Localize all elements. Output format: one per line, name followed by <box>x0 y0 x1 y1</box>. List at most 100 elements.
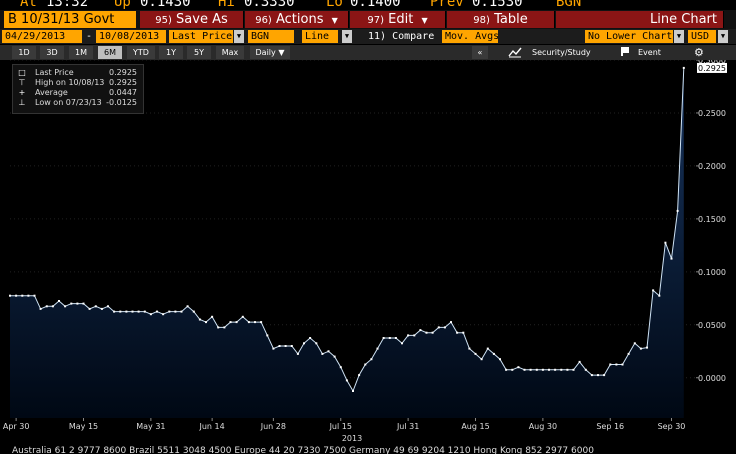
source-label: BGN <box>556 0 582 10</box>
line-chart-icon[interactable] <box>508 46 522 59</box>
price-point <box>658 294 661 297</box>
price-point <box>211 315 214 318</box>
end-date-field[interactable]: 10/08/2013 <box>96 30 166 43</box>
edit-button[interactable]: 97) Edit ▼ <box>350 11 446 28</box>
price-point <box>603 374 606 377</box>
price-point <box>266 334 269 337</box>
price-point <box>382 337 385 339</box>
price-point <box>174 310 177 313</box>
price-point <box>119 310 122 313</box>
price-point <box>413 334 416 337</box>
price-point <box>541 368 544 371</box>
line-chart-title[interactable]: Line Chart <box>556 11 724 28</box>
options-bar: 04/29/2013 - 10/08/2013 Last Price ▼ BGN… <box>0 29 736 44</box>
price-point <box>33 294 36 297</box>
price-point <box>584 368 587 371</box>
period-ytd[interactable]: YTD <box>127 46 155 59</box>
y-tick-label: 0.2000 <box>698 162 726 171</box>
actions-label: Actions <box>275 12 324 27</box>
period-1y[interactable]: 1Y <box>159 46 183 59</box>
price-point <box>51 305 54 308</box>
high-icon: ⊤ <box>18 78 26 87</box>
mov-avgs-button[interactable]: Mov. Avgs <box>442 30 498 43</box>
price-point <box>70 302 73 305</box>
x-tick-label: Jul 15 <box>329 422 352 431</box>
field-select[interactable]: Last Price <box>169 30 233 43</box>
source-select[interactable]: BGN <box>248 30 294 43</box>
settings-gear-icon[interactable]: ⚙ <box>694 46 704 59</box>
price-point <box>339 366 342 369</box>
price-point <box>137 310 140 313</box>
price-point <box>676 209 679 212</box>
price-point <box>284 345 287 347</box>
price-point <box>499 358 501 361</box>
y-tick-label: 0.0500 <box>698 321 726 330</box>
price-point <box>437 326 440 329</box>
price-point <box>517 366 520 369</box>
chart-style-dropdown-icon[interactable]: ▼ <box>342 30 352 43</box>
chart-style-select[interactable]: Line <box>302 30 338 43</box>
field-dropdown-icon[interactable]: ▼ <box>234 30 244 43</box>
average-icon: + <box>18 88 26 97</box>
security-study-button[interactable]: Security/Study <box>532 48 591 57</box>
footer-contacts: Australia 61 2 9777 8600 Brazil 5511 304… <box>12 446 594 454</box>
hi-label: Hi <box>218 0 235 10</box>
price-area <box>10 67 684 419</box>
price-point <box>333 355 336 358</box>
lo-label: Lo <box>326 0 343 10</box>
price-point <box>88 307 91 310</box>
price-point <box>394 337 397 339</box>
x-tick-label: May 31 <box>136 422 165 431</box>
security-title[interactable]: B 10/31/13 Govt <box>4 11 136 28</box>
edit-number: 97) <box>367 15 384 26</box>
price-point <box>646 346 648 349</box>
price-point <box>535 368 538 371</box>
frequency-select[interactable]: Daily ▼ <box>250 46 290 59</box>
collapse-button[interactable]: « <box>472 46 488 59</box>
period-max[interactable]: Max <box>216 46 244 59</box>
start-date-field[interactable]: 04/29/2013 <box>2 30 82 43</box>
price-point <box>486 347 489 350</box>
legend-avg-value: 0.0447 <box>109 88 137 97</box>
price-point <box>352 390 354 392</box>
event-button[interactable]: Event <box>638 48 661 57</box>
period-1d[interactable]: 1D <box>12 46 36 59</box>
x-tick-label: Sep 16 <box>596 422 624 431</box>
price-point <box>474 352 477 355</box>
currency-select[interactable]: USD <box>688 30 716 43</box>
price-point <box>450 321 452 324</box>
price-point <box>431 331 434 334</box>
save-as-button[interactable]: 95) Save As <box>140 11 244 28</box>
period-1m[interactable]: 1M <box>69 46 93 59</box>
table-button[interactable]: 98) Table <box>447 11 555 28</box>
compare-button[interactable]: 11) Compare <box>368 31 435 42</box>
price-point <box>321 352 324 355</box>
date-separator: - <box>86 31 93 42</box>
price-point <box>401 342 403 345</box>
lower-chart-select[interactable]: No Lower Chart <box>585 30 673 43</box>
price-chart[interactable]: 0.3000 0.2500 0.2000 0.1500 0.1000 0.0500 0.00… <box>0 60 736 446</box>
price-point <box>247 321 250 324</box>
legend-low-row: ⊥ Low on 07/23/13 -0.0125 <box>15 98 141 108</box>
currency-dropdown-icon[interactable]: ▼ <box>718 30 728 43</box>
price-point <box>254 321 256 324</box>
price-point <box>407 334 410 337</box>
price-point <box>58 300 60 302</box>
y-tick-label: 0.2500 <box>698 109 726 118</box>
actions-button[interactable]: 96) Actions ▼ <box>245 11 349 28</box>
price-point <box>278 345 281 347</box>
price-point <box>260 321 263 324</box>
lower-chart-dropdown-icon[interactable]: ▼ <box>674 30 684 43</box>
period-6m[interactable]: 6M <box>98 46 122 59</box>
chart-legend[interactable]: □ Last Price 0.2925 ⊤ High on 10/08/13 0… <box>12 64 144 114</box>
period-5y[interactable]: 5Y <box>187 46 211 59</box>
x-tick-label: Jul 31 <box>396 422 419 431</box>
price-point <box>468 347 471 350</box>
y-tick-label: 0.3000 <box>698 60 726 65</box>
event-icon[interactable] <box>620 46 630 59</box>
price-point <box>64 305 67 308</box>
period-3d[interactable]: 3D <box>40 46 64 59</box>
price-point <box>664 241 667 244</box>
x-tick-label: Jun 28 <box>260 422 286 431</box>
at-value: 13:32 <box>46 0 89 10</box>
